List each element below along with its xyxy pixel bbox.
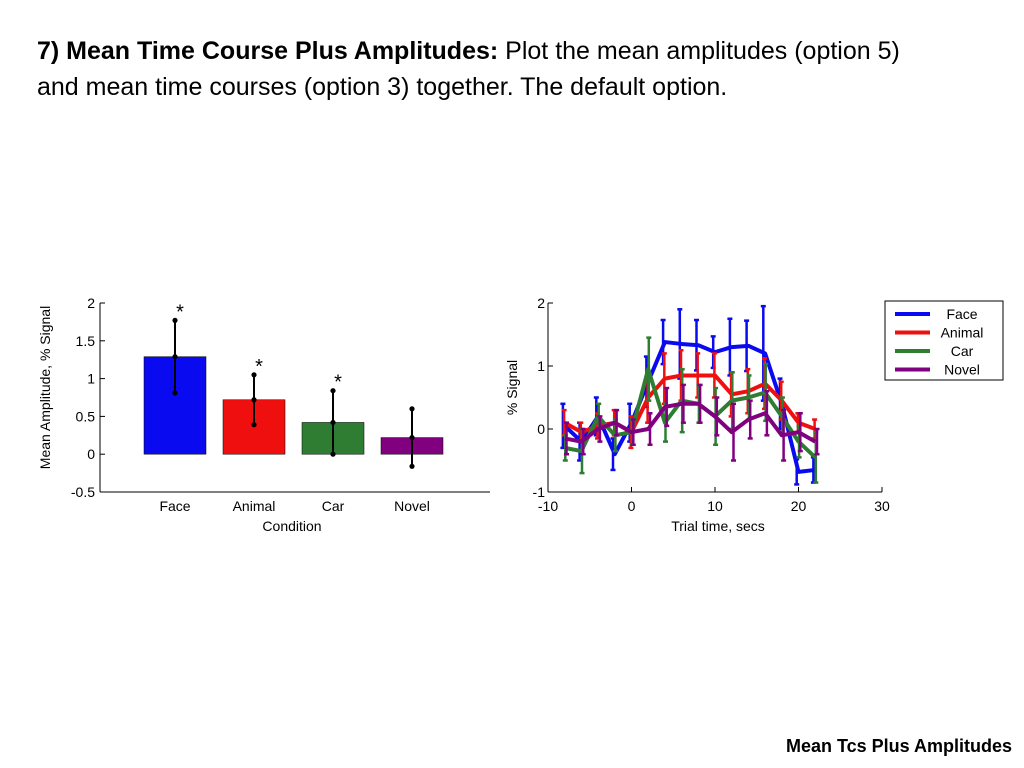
y-tick-label: 2 (537, 295, 545, 311)
x-tick-label: 0 (628, 498, 636, 514)
error-bar-point (172, 354, 178, 360)
legend-label-face: Face (946, 306, 977, 322)
significance-marker: * (255, 356, 263, 378)
error-bar-point (330, 451, 336, 457)
x-tick-label: 20 (791, 498, 807, 514)
series-line-novel (564, 401, 817, 444)
error-bar-point (251, 422, 257, 428)
legend-label-animal: Animal (941, 325, 984, 341)
y-tick-label: -0.5 (71, 484, 95, 500)
error-bar-point (409, 406, 415, 412)
y-tick-label: 2 (87, 295, 95, 311)
heading-bold: 7) Mean Time Course Plus Amplitudes: (37, 37, 499, 65)
error-bar-point (172, 317, 178, 323)
x-tick-label: 10 (707, 498, 723, 514)
legend-label-car: Car (951, 343, 974, 359)
y-tick-label: 1 (87, 371, 95, 387)
y-tick-label: 1 (537, 358, 545, 374)
error-bar-point (251, 372, 257, 378)
slide-footer: Mean Tcs Plus Amplitudes (785, 736, 1012, 756)
y-tick-label: 1.5 (76, 333, 96, 349)
x-axis-label: Condition (262, 518, 321, 534)
error-bar-point (330, 419, 336, 426)
slide-heading: 7) Mean Time Course Plus Amplitudes: Plo… (37, 33, 917, 105)
legend-label-novel: Novel (944, 362, 980, 378)
error-bar-point (409, 434, 415, 441)
y-tick-label: 0 (87, 446, 95, 462)
x-tick-label: Animal (233, 498, 276, 514)
x-tick-label: 30 (874, 498, 890, 514)
series-line-face (563, 340, 816, 474)
x-tick-label: Face (159, 498, 190, 514)
significance-marker: * (334, 372, 342, 394)
y-axis-label: Mean Amplitude, % Signal (37, 306, 53, 469)
amplitude-bar-chart: -0.5 0 0.5 1 1.5 2 Face * Animal * Car * Novel Condit… (37, 295, 490, 534)
x-tick-label: Car (322, 498, 345, 514)
series-line-car (564, 367, 817, 459)
y-axis-label: % Signal (504, 360, 520, 415)
significance-marker: * (176, 301, 184, 323)
y-tick-label: 0 (537, 421, 545, 437)
error-bar-point (409, 463, 415, 469)
x-tick-label: -10 (538, 498, 558, 514)
error-bar-point (251, 397, 257, 403)
y-tick-label: 0.5 (76, 408, 96, 424)
heading-text: Plot the mean amplitudes (option 5) and … (37, 37, 900, 101)
error-bar-point (330, 388, 336, 394)
legend: Face Animal Car Novel (884, 300, 1004, 381)
error-bar-point (172, 390, 178, 396)
x-axis-label: Trial time, secs (671, 518, 765, 534)
y-tick-label: -1 (533, 484, 546, 500)
x-tick-label: Novel (394, 498, 430, 514)
